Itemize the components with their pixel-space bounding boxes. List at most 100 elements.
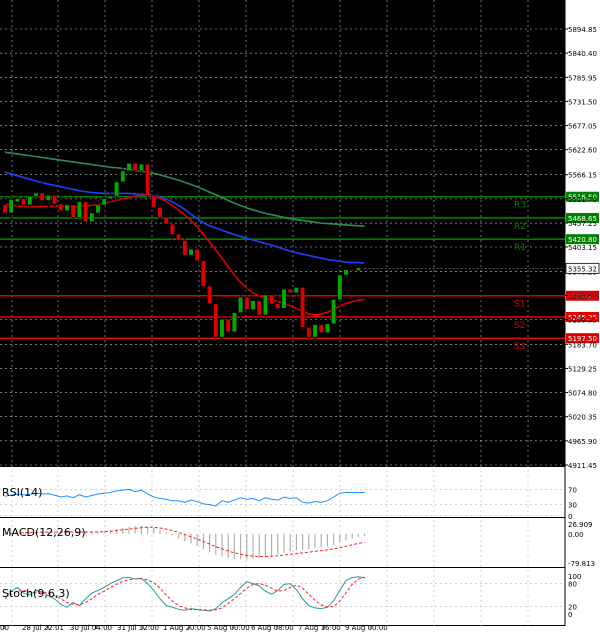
macd-tick-label: 0.00: [568, 531, 584, 539]
price-axis: 5894.85 5840.40 5785.95 5731.50 5677.05 5622.…: [364, 26, 600, 470]
candle-body: [52, 194, 58, 205]
candle-body: [2, 204, 8, 214]
candle-body: [14, 198, 20, 203]
indicators: 70 30 0 RSI(14) 26.909 0.00 -79.813 MACD(12,26,…: [0, 486, 595, 619]
candle: [33, 184, 39, 205]
candle-body: [39, 192, 45, 201]
candle: [256, 288, 262, 321]
rsi-title: RSI(14): [2, 486, 42, 499]
candle: [281, 284, 287, 315]
candle: [312, 321, 318, 340]
candle: [126, 160, 132, 178]
level-label-r1: R1: [514, 243, 526, 253]
time-axis: 00 28 Jul 22:01 30 Jul 04:00 31 Jul 12:00 1 …: [0, 624, 388, 632]
x-tick-label: 31 Jul 12:00: [117, 624, 159, 632]
level-price-label: 5197.50: [568, 335, 597, 343]
y-tick-label: 5677.05: [568, 123, 597, 131]
level-price-tag: [566, 212, 599, 223]
candle-body: [114, 181, 120, 197]
candle-body: [225, 319, 231, 332]
candle-body: [287, 288, 293, 293]
candle: [213, 297, 219, 349]
y-tick-label: 5129.25: [568, 365, 597, 373]
candle-body: [101, 198, 107, 206]
level-label-r2: R2: [514, 222, 526, 232]
candle-body: [244, 296, 250, 310]
candle: [200, 255, 206, 293]
candle: [262, 290, 268, 322]
candle-body: [58, 203, 64, 211]
candle: [337, 272, 343, 307]
candle: [163, 208, 169, 229]
candle: [194, 241, 200, 264]
candle: [89, 208, 95, 233]
candle: [269, 286, 275, 309]
candle: [225, 308, 231, 338]
candle-body: [194, 249, 200, 262]
pane-separator: [0, 517, 565, 518]
current-price-label: 5355.32: [568, 265, 597, 273]
y-tick-label: 5074.80: [568, 390, 597, 398]
candle: [120, 166, 126, 187]
candle: [169, 217, 175, 240]
candle-body: [182, 240, 188, 256]
pane-separator: [0, 625, 565, 626]
candle-body: [70, 204, 76, 218]
candle-body: [138, 163, 144, 172]
level-label-s2: S2: [514, 321, 525, 331]
moving-average-line: [4, 171, 365, 264]
candle: [231, 306, 237, 335]
candle: [132, 157, 138, 176]
candle-body: [269, 294, 275, 305]
candle-body: [207, 285, 213, 305]
stoch-main-line: [4, 576, 365, 612]
candle: [238, 290, 244, 320]
x-tick-label: 30 Jul 04:00: [70, 624, 112, 632]
candle-body: [27, 195, 33, 206]
pivot-levels: R3 5516.50 R2 5468.65 R1 5420.80 S1 5293.20 S2 52…: [0, 191, 599, 352]
candle-body: [349, 269, 355, 271]
candle-body: [83, 201, 89, 223]
candle: [306, 318, 312, 343]
level-price-tag: [566, 333, 599, 344]
candle-body: [8, 199, 14, 214]
candle: [95, 201, 101, 218]
candle: [207, 279, 213, 311]
candle: [157, 199, 163, 222]
level-price-label: 5245.35: [568, 314, 597, 322]
candle-body: [176, 233, 182, 241]
candle-body: [157, 207, 163, 218]
candle-body: [132, 163, 138, 172]
candle-body: [231, 312, 237, 332]
candle-body: [300, 287, 306, 328]
level-price-label: 5468.65: [568, 215, 597, 223]
macd-signal-line: [4, 526, 365, 557]
candle: [343, 266, 349, 280]
candle: [145, 154, 151, 200]
candle-body: [76, 201, 82, 218]
candle: [21, 186, 27, 209]
candle-body: [89, 212, 95, 223]
stoch-tick-label: 20: [568, 603, 577, 611]
candle-body: [324, 323, 330, 333]
moving-average-line: [4, 151, 365, 228]
x-tick-label: 9 Aug 00:00: [345, 624, 388, 632]
candle: [188, 243, 194, 271]
macd-tick-label: 26.909: [568, 521, 593, 529]
candle: [293, 283, 299, 307]
candle: [349, 265, 355, 276]
stoch-tick-label: 0: [568, 611, 572, 619]
current-price-tag: [565, 262, 600, 274]
y-tick-label: 5840.40: [568, 50, 597, 58]
y-tick-label: 5239.35: [568, 317, 597, 325]
candle: [70, 190, 76, 222]
candle-body: [293, 287, 299, 293]
candle: [138, 159, 144, 178]
y-tick-label: 5622.60: [568, 147, 597, 155]
candle-body: [262, 294, 268, 316]
rsi-tick-label: 0: [568, 513, 572, 521]
candle-body: [33, 192, 39, 197]
level-price-tag: [566, 234, 599, 245]
